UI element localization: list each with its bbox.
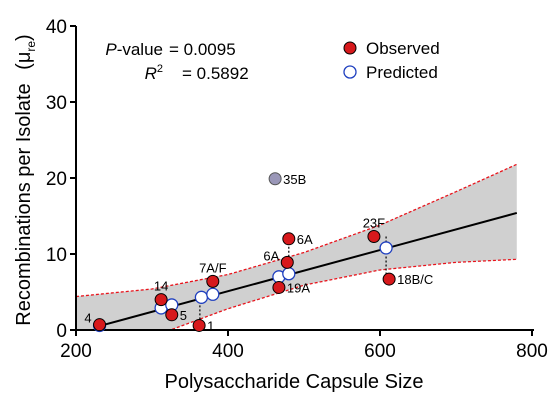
predicted-point bbox=[379, 241, 393, 255]
point-label: 5 bbox=[180, 308, 187, 323]
y-axis-unit: (μ bbox=[13, 52, 35, 70]
x-axis-title: Polysaccharide Capsule Size bbox=[164, 371, 423, 393]
observed-point bbox=[154, 293, 168, 307]
y-axis-title: Recombinations per Isolate bbox=[13, 83, 35, 325]
legend: Observed Predicted bbox=[343, 39, 440, 82]
predicted-point bbox=[206, 287, 220, 301]
point-label: 18B/C bbox=[397, 272, 433, 287]
confidence-band-area bbox=[76, 164, 517, 330]
predicted-point bbox=[282, 267, 296, 281]
outlier-point bbox=[268, 172, 282, 186]
observed-point bbox=[206, 274, 220, 288]
observed-point bbox=[367, 230, 381, 244]
observed-point bbox=[93, 318, 107, 332]
point-label: 23F bbox=[363, 216, 385, 231]
observed-point bbox=[272, 280, 286, 294]
point-label: 19A bbox=[287, 280, 310, 295]
data-points bbox=[92, 172, 396, 333]
point-label: 1 bbox=[207, 318, 214, 333]
upper-confidence-bound bbox=[76, 163, 518, 298]
stats-block: P-value = 0.0095 R2 = 0.5892 bbox=[105, 40, 248, 83]
predicted-point bbox=[194, 290, 209, 304]
x-tick-label: 400 bbox=[212, 341, 244, 362]
point-label: 35B bbox=[283, 172, 306, 187]
point-label: 6A bbox=[297, 232, 313, 247]
point-label: 14 bbox=[154, 279, 168, 294]
legend-predicted-label: Predicted bbox=[366, 63, 438, 82]
x-tick-label: 600 bbox=[364, 341, 396, 362]
y-tick-label: 20 bbox=[46, 169, 67, 190]
r2-value: = 0.5892 bbox=[182, 64, 249, 83]
y-tick-label: 40 bbox=[46, 17, 67, 38]
y-tick-label: 0 bbox=[56, 321, 67, 342]
observed-point bbox=[192, 318, 206, 332]
point-label: 7A/F bbox=[199, 260, 227, 275]
x-tick-label: 800 bbox=[516, 341, 548, 362]
observed-point bbox=[282, 232, 296, 246]
point-labels: 4 14 5 1 7A/F 6A 6A 19A 23F 18B/C 35B bbox=[84, 172, 433, 334]
observed-point bbox=[280, 255, 294, 269]
point-label: 4 bbox=[84, 311, 91, 326]
observed-point bbox=[382, 272, 396, 286]
svg-text:Recombinations per Isolate: Recombinations per Isolate (μre) bbox=[13, 34, 38, 325]
observed-point bbox=[165, 308, 179, 322]
confidence-band bbox=[76, 163, 518, 330]
pvalue-value: = 0.0095 bbox=[169, 40, 236, 59]
y-tick-label: 10 bbox=[46, 245, 67, 266]
x-tick-label: 200 bbox=[60, 341, 92, 362]
pvalue-label: P-value bbox=[105, 40, 163, 59]
y-axis-title-group: Recombinations per Isolate (μre) bbox=[13, 34, 38, 325]
legend-predicted-marker bbox=[343, 65, 357, 79]
y-axis-unit-close: ) bbox=[13, 34, 35, 41]
legend-observed-label: Observed bbox=[366, 39, 440, 58]
r2-label: R2 bbox=[145, 63, 163, 83]
y-tick-label: 30 bbox=[46, 93, 67, 114]
point-label: 6A bbox=[263, 248, 279, 263]
y-axis-unit-subscript: re bbox=[24, 41, 38, 52]
axes: 200 400 600 800 0 10 20 30 40 bbox=[46, 17, 548, 362]
legend-observed-marker bbox=[343, 41, 357, 55]
